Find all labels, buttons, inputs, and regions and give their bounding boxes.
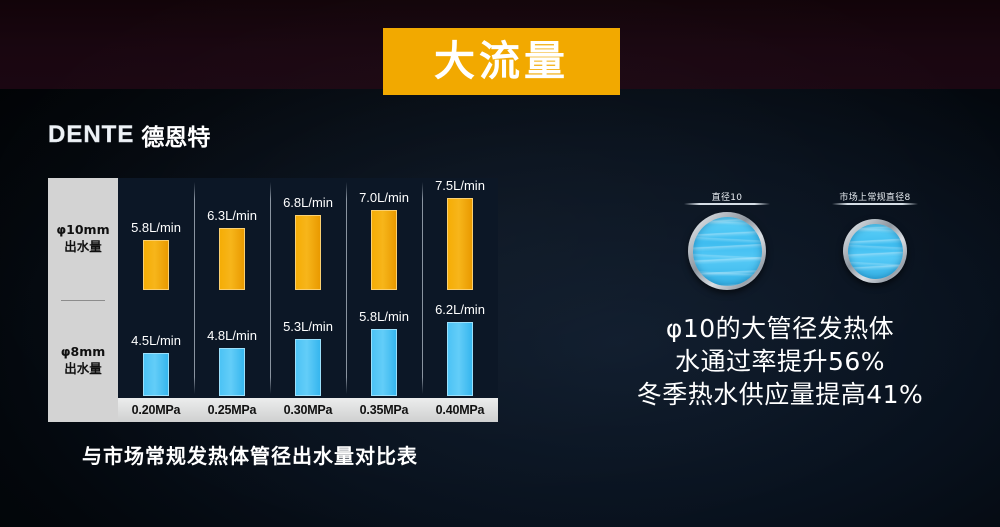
logo-wordmark: DENTE [48, 121, 135, 148]
x-axis-tick-label: 0.40MPa [435, 403, 485, 417]
chart-plot-area: 5.8L/min 4.5L/min 6.3L/min 4.8L/min 6.8L/min… [118, 178, 498, 398]
row-label-phi10: φ10mm 出水量 [48, 178, 118, 300]
bar-value-label-phi8: 4.5L/min [131, 333, 181, 348]
pipe-caption-label: 市场上常规直径8 [839, 193, 911, 203]
logo-chinese-name: 德恩特 [141, 125, 211, 151]
pipe-ring-icon [843, 219, 907, 283]
chart-column: 6.8L/min 5.3L/min [270, 178, 346, 398]
bar-phi8 [447, 322, 473, 396]
comparison-chart: φ10mm 出水量 φ8mm 出水量 5.8L/min 4.5L/min 6.3L/… [48, 178, 498, 422]
column-separator [422, 182, 423, 394]
pipe-ring-icon [688, 212, 766, 290]
banner-title: 大流量 [434, 37, 569, 85]
bar-value-label-phi8: 5.3L/min [283, 319, 333, 334]
row-label-phi8-line2: 出水量 [64, 361, 102, 377]
bar-value-label-phi10: 5.8L/min [131, 220, 181, 235]
x-axis-tick-label: 0.25MPa [207, 403, 257, 417]
benefit-line-1: φ10的大管径发热体 [665, 314, 895, 343]
column-separator [194, 182, 195, 394]
bar-value-label-phi10: 7.0L/min [359, 190, 409, 205]
x-axis-tick-label: 0.35MPa [359, 403, 409, 417]
chart-row-labels: φ10mm 出水量 φ8mm 出水量 [48, 178, 118, 422]
bar-value-label-phi10: 7.5L/min [435, 178, 485, 193]
bar-phi8 [371, 329, 397, 396]
bar-phi10 [447, 198, 473, 290]
chart-column: 6.3L/min 4.8L/min [194, 178, 270, 398]
chart-column: 5.8L/min 4.5L/min [118, 178, 194, 398]
brand-logo: DENTE 德恩特 [48, 120, 211, 151]
column-separator [270, 182, 271, 394]
bar-phi8 [219, 348, 245, 396]
row-label-phi8: φ8mm 出水量 [48, 301, 118, 423]
bar-phi10 [371, 210, 397, 290]
pipe-water-fill [692, 216, 762, 286]
chart-caption: 与市场常规发热体管径出水量对比表 [82, 444, 418, 468]
x-axis-tick-label: 0.30MPa [283, 403, 333, 417]
pipe-cross-section: 市场上常规直径8 [810, 190, 940, 300]
bar-value-label-phi8: 5.8L/min [359, 309, 409, 324]
pipe-caption-label: 直径10 [711, 193, 743, 203]
column-separator [346, 182, 347, 394]
chart-x-axis: 0.20MPa 0.25MPa 0.30MPa 0.35MPa 0.40MPa [118, 398, 498, 422]
benefit-text-block: φ10的大管径发热体 水通过率提升56% 冬季热水供应量提高41% [600, 312, 960, 411]
bar-value-label-phi10: 6.8L/min [283, 195, 333, 210]
bar-value-label-phi10: 6.3L/min [207, 208, 257, 223]
pipe-measure-rule [684, 203, 770, 205]
bar-phi8 [143, 353, 169, 396]
bar-phi8 [295, 339, 321, 396]
row-label-phi8-line1: φ8mm [60, 344, 106, 360]
row-label-phi10-line1: φ10mm [56, 221, 110, 237]
pipe-measure-rule [832, 203, 918, 205]
benefit-line-2: 水通过率提升56% [674, 347, 886, 376]
x-axis-tick-label: 0.20MPa [131, 403, 181, 417]
bar-phi10 [219, 228, 245, 290]
chart-column: 7.5L/min 6.2L/min [422, 178, 498, 398]
bar-phi10 [295, 215, 321, 290]
pipe-diameter-diagram: 直径10 市场上常规直径8 [600, 190, 960, 300]
row-label-divider [61, 299, 105, 301]
title-banner: 大流量 [383, 28, 620, 95]
benefit-line-3: 冬季热水供应量提高41% [636, 380, 924, 409]
bar-value-label-phi8: 6.2L/min [435, 302, 485, 317]
bar-value-label-phi8: 4.8L/min [207, 328, 257, 343]
pipe-cross-section: 直径10 [662, 190, 792, 300]
pipe-water-fill [847, 223, 903, 279]
row-label-phi10-line2: 出水量 [64, 238, 102, 254]
bar-phi10 [143, 240, 169, 290]
chart-column: 7.0L/min 5.8L/min [346, 178, 422, 398]
